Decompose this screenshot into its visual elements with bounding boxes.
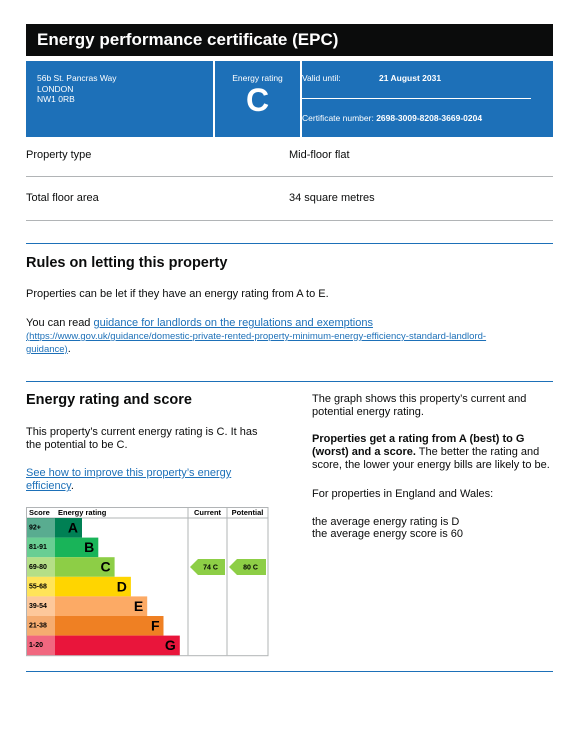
address-box: 56b St. Pancras Way LONDON NW1 0RB [26, 61, 213, 137]
rating-graph: Score Energy rating Current Potential 92+ A 81… [26, 507, 269, 657]
graph-frame [26, 507, 269, 657]
certificate-box: Valid until: 21 August 2031 Certificate … [302, 61, 553, 137]
graph-text: The graph shows this property’s current … [312, 393, 527, 418]
section-heading: Energy rating and score [26, 392, 192, 408]
read-suffix: . [67, 343, 71, 355]
band-bar [55, 557, 115, 577]
improve-link[interactable]: See how to improve this property’s energ… [26, 467, 232, 492]
band-letter: E [134, 598, 143, 614]
guidance-url[interactable]: (https://www.gov.uk/guidance/domestic-pr… [26, 331, 487, 355]
band-bar [55, 635, 180, 656]
certificate-label: Certificate number: [302, 113, 374, 123]
letting-text: Properties can be let if they have an en… [26, 288, 329, 300]
certificate-number: Certificate number: 2698-3009-8208-3669-… [302, 113, 482, 123]
score-cell [27, 635, 55, 656]
band-score: 55-68 [29, 583, 47, 590]
score-cell [27, 537, 55, 558]
region-text: For properties in England and Wales: [312, 488, 494, 500]
current-arrow [190, 559, 225, 575]
detail-value: 34 square metres [289, 192, 375, 204]
section-rule [26, 671, 553, 672]
band-letter: A [68, 520, 78, 536]
band-bar [55, 537, 99, 558]
address-line: 56b St. Pancras Way [37, 73, 117, 83]
rating-label: Energy rating [232, 73, 283, 83]
band-bar [55, 576, 131, 597]
graph-header: Energy rating [58, 508, 107, 517]
current-letter: C [213, 564, 218, 571]
graph-header: Current [194, 508, 222, 517]
score-cell [27, 616, 55, 636]
divider [302, 98, 531, 99]
explanation-bold: Properties get a rating from A (best) to… [312, 433, 525, 458]
band-bar [55, 518, 82, 538]
graph-header: Potential [232, 508, 264, 517]
rating-box: Energy rating C [215, 61, 300, 137]
improve-suffix: . [70, 480, 74, 492]
potential-score: 80 [243, 564, 251, 571]
average-score: the average energy score is 60 [312, 528, 464, 540]
valid-label: Valid until: [302, 73, 341, 83]
explanation-rest: The better the rating and score, the low… [312, 446, 550, 471]
score-cell [27, 518, 55, 538]
valid-date: 21 August 2031 [379, 73, 442, 83]
band-letter: C [100, 559, 110, 575]
band-score: 69-80 [29, 564, 47, 571]
section-rule [26, 243, 553, 244]
guidance-link[interactable]: guidance for landlords on the regulation… [93, 317, 373, 329]
section-heading: Rules on letting this property [26, 255, 228, 271]
certificate-value: 2698-3009-8208-3669-0204 [376, 113, 483, 123]
band-letter: G [165, 637, 176, 653]
score-cell [27, 576, 55, 597]
current-label: 74 C [203, 564, 218, 571]
address-line: LONDON [37, 83, 74, 94]
rule [26, 176, 553, 177]
band-score: 92+ [29, 525, 41, 532]
average-rating: the average energy rating is D [312, 516, 460, 528]
score-cell [27, 557, 55, 577]
letting-guidance: You can read guidance for landlords on t… [26, 317, 526, 356]
rule [26, 220, 553, 221]
graph-header: Score [29, 508, 50, 517]
detail-value: Mid-floor flat [289, 149, 350, 161]
address-line: NW1 0RB [37, 94, 75, 104]
explanation: Properties get a rating from A (best) to… [312, 433, 557, 472]
detail-label: Total floor area [26, 192, 99, 204]
potential-letter: C [253, 564, 258, 571]
band-bar [55, 596, 148, 616]
score-cell [27, 596, 55, 616]
band-score: 1-20 [29, 642, 43, 649]
potential-arrow [229, 559, 266, 575]
read-prefix: You can read [26, 317, 91, 329]
band-bar [55, 616, 164, 636]
rating-letter: C [245, 82, 270, 118]
band-letter: D [117, 578, 127, 594]
detail-label: Property type [26, 149, 92, 161]
section-rule [26, 381, 553, 382]
current-text: This property’s current energy rating is… [26, 426, 258, 451]
band-letter: B [84, 539, 94, 555]
current-score: 74 [203, 564, 211, 571]
potential-label: 80 C [243, 564, 258, 571]
header-title: Energy performance certificate (EPC) [26, 24, 553, 56]
band-score: 81-91 [29, 544, 47, 551]
band-letter: F [151, 618, 160, 634]
band-score: 39-54 [29, 603, 47, 610]
band-score: 21-38 [29, 623, 47, 630]
